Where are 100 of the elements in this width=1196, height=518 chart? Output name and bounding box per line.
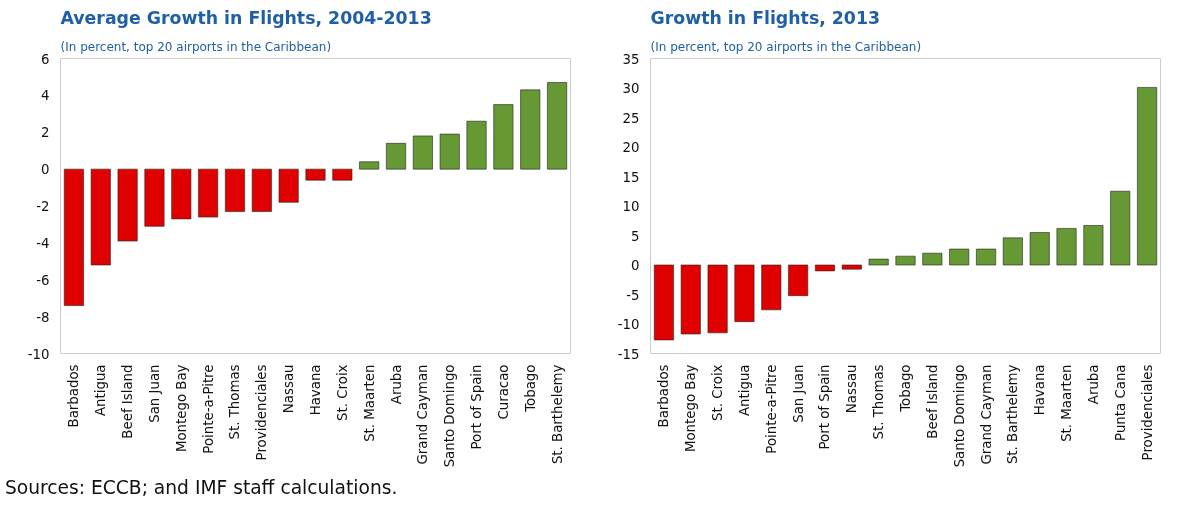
y-tick-label: 0 (631, 258, 640, 273)
y-tick-label: -10 (617, 317, 640, 332)
bar (1029, 232, 1050, 266)
chart-subtitle: (In percent, top 20 airports in the Caribbean) (650, 39, 922, 54)
bar (868, 258, 889, 266)
y-tick-label: -5 (626, 287, 640, 303)
x-tick-label: St. Croix (710, 364, 726, 421)
bar (976, 248, 996, 266)
bar (653, 264, 674, 341)
bar (198, 168, 219, 218)
source-note: Sources: ECCB; and IMF staff calculations. (5, 476, 398, 500)
y-tick-label: 0 (41, 162, 50, 178)
bar (251, 168, 272, 212)
x-tick-label: Aruba (1085, 364, 1101, 405)
bar (412, 135, 433, 170)
x-tick-label: Providenciales (254, 364, 270, 461)
x-tick-label: San Juan (146, 364, 162, 423)
x-tick-label: Port of Spain (817, 364, 833, 450)
bar (225, 168, 245, 212)
x-tick-label: Nassau (844, 364, 860, 414)
bar (439, 133, 460, 170)
x-tick-label: St. Thomas (871, 364, 887, 440)
x-tick-label: Tobago (898, 364, 913, 413)
bar (547, 82, 568, 170)
bar (680, 264, 701, 335)
bar (171, 168, 192, 220)
x-tick-label: Beef Island (924, 364, 940, 439)
y-tick-label: 30 (622, 81, 640, 96)
x-tick-label: St. Barthelemy (1005, 364, 1021, 465)
bar (1110, 190, 1131, 266)
x-tick-label: Havana (1032, 364, 1048, 416)
y-tick-label: -8 (36, 309, 50, 325)
chart-subtitle: (In percent, top 20 airports in the Caribbean) (60, 39, 332, 54)
y-tick-label: 4 (41, 88, 50, 104)
x-tick-label: Nassau (281, 364, 297, 414)
x-tick-label: Tobago (522, 364, 538, 413)
x-tick-label: Port of Spain (469, 364, 485, 450)
x-tick-label: Barbados (656, 364, 672, 428)
bar (895, 255, 916, 266)
bar (144, 168, 165, 227)
y-tick-label: 5 (631, 228, 640, 244)
x-tick-label: Grand Cayman (415, 364, 431, 465)
bar (90, 168, 111, 266)
bar (761, 264, 782, 311)
y-tick-label: -6 (36, 272, 50, 288)
bar (1137, 87, 1158, 266)
x-tick-label: St. Maarten (1059, 364, 1075, 442)
x-tick-label: Havana (308, 364, 323, 416)
y-tick-label: 20 (622, 140, 640, 155)
x-tick-label: Santo Domingo (442, 364, 458, 468)
x-tick-label: Beef Island (120, 364, 136, 439)
bar (841, 264, 862, 270)
y-tick-label: -15 (617, 346, 640, 362)
x-tick-label: St. Barthelemy (549, 364, 565, 465)
bar (63, 168, 84, 306)
bar (386, 143, 406, 170)
x-tick-label: Antigua (93, 364, 109, 417)
y-tick-label: -2 (36, 199, 50, 214)
chart-title: Growth in Flights, 2013 (650, 7, 881, 28)
x-tick-label: Punta Cana (1112, 364, 1128, 441)
bar (493, 104, 514, 170)
x-tick-label: San Juan (790, 364, 806, 423)
x-tick-label: Barbados (66, 364, 82, 428)
x-tick-label: St. Maarten (361, 364, 377, 442)
chart-title: Average Growth in Flights, 2004-2013 (60, 7, 432, 28)
x-tick-label: Pointe-a-Pitre (200, 364, 216, 454)
bar (1083, 225, 1104, 266)
bar (815, 264, 835, 272)
bar (788, 264, 809, 296)
x-tick-label: Antigua (736, 364, 752, 417)
x-tick-label: Montego Bay (173, 364, 189, 453)
bar (734, 264, 755, 322)
bar (1056, 228, 1077, 266)
bar (949, 248, 970, 266)
x-tick-label: Aruba (388, 364, 404, 405)
bar (278, 168, 299, 203)
x-tick-label: Santo Domingo (951, 364, 967, 468)
bar (1002, 237, 1023, 266)
x-tick-label: Providenciales (1139, 364, 1155, 461)
y-tick-label: -4 (36, 235, 50, 251)
y-tick-label: 6 (41, 51, 50, 67)
y-tick-label: 35 (622, 51, 640, 67)
y-tick-label: -10 (27, 346, 50, 362)
bar (466, 120, 487, 170)
bar (707, 264, 728, 334)
x-tick-label: Grand Cayman (978, 364, 994, 465)
x-tick-label: Curacao (495, 364, 511, 420)
bar (359, 161, 380, 170)
y-tick-label: 25 (622, 110, 640, 126)
y-tick-label: 2 (41, 125, 50, 141)
bar (305, 168, 326, 181)
bar (922, 252, 943, 266)
x-tick-label: St. Thomas (227, 364, 243, 440)
bar (520, 89, 541, 170)
y-tick-label: 10 (622, 199, 640, 214)
x-tick-label: St. Croix (334, 364, 350, 421)
bar (117, 168, 138, 242)
bar (332, 168, 353, 181)
x-tick-label: Montego Bay (683, 364, 699, 453)
x-tick-label: Pointe-a-Pitre (763, 364, 779, 454)
